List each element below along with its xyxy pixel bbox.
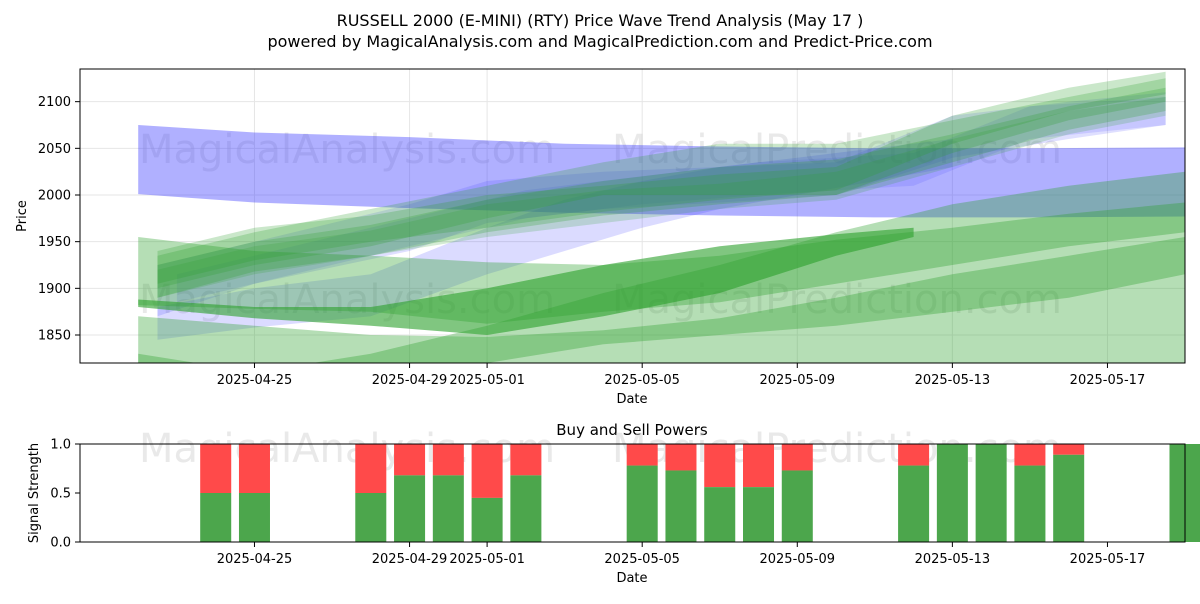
buy-bar [510, 475, 542, 542]
buy-bar [743, 487, 775, 542]
x-tick-label: 2025-05-01 [449, 373, 525, 388]
price-x-ticks: 2025-04-25 2025-04-29 2025-05-01 2025-05-05… [217, 363, 1146, 388]
x-tick-label: 2025-05-13 [915, 552, 991, 567]
wave-band [138, 227, 914, 335]
wave-band [176, 97, 1166, 303]
x-tick-label: 2025-05-05 [604, 373, 680, 388]
y-tick-label: 2000 [38, 189, 71, 204]
x-tick-label: 2025-05-17 [1070, 373, 1146, 388]
wave-band [157, 87, 1166, 298]
buy-bar [471, 497, 503, 542]
buy-bar [238, 493, 270, 542]
price-wave-bands [138, 71, 1185, 363]
x-tick-label: 2025-05-09 [759, 552, 835, 567]
sell-bar [432, 444, 464, 476]
buy-bar [432, 475, 464, 542]
x-tick-label: 2025-05-09 [759, 373, 835, 388]
x-tick-label: 2025-04-25 [217, 373, 293, 388]
buy-bar [626, 465, 658, 542]
price-plot-frame [79, 68, 1186, 364]
signal-y-ticks: 0.0 0.5 1.0 [50, 438, 80, 551]
y-tick-label: 2100 [38, 95, 71, 110]
wave-band [157, 97, 1166, 298]
wave-band [157, 92, 1166, 317]
y-tick-label: 1950 [38, 235, 71, 250]
buy-bar [898, 465, 930, 542]
price-x-axis-label: Date [616, 392, 647, 407]
buy-bar [1053, 454, 1085, 542]
sell-bar [394, 444, 426, 476]
buy-bar [781, 470, 813, 542]
x-tick-label: 2025-05-17 [1070, 552, 1146, 567]
sell-bar [200, 444, 232, 493]
price-y-ticks: 1850 1900 1950 2000 2050 2100 [38, 95, 80, 344]
chart-subtitle: powered by MagicalAnalysis.com and Magic… [267, 32, 932, 51]
watermark: MagicalPrediction.com [612, 127, 1062, 173]
signal-x-axis-label: Date [616, 571, 647, 586]
wave-band [157, 78, 1166, 289]
chart-title: RUSSELL 2000 (E-MINI) (RTY) Price Wave T… [337, 11, 864, 30]
x-tick-label: 2025-05-05 [604, 552, 680, 567]
x-tick-label: 2025-04-29 [372, 552, 448, 567]
sell-bar [898, 444, 930, 466]
sell-bar [510, 444, 542, 476]
sell-bar [471, 444, 503, 498]
wave-band [138, 125, 1185, 218]
y-tick-label: 0.0 [50, 536, 71, 551]
buy-bar [665, 470, 697, 542]
sell-bar [355, 444, 387, 493]
price-plot: MagicalAnalysis.com MagicalPrediction.co… [15, 68, 1186, 407]
buy-bar [200, 493, 232, 542]
signal-plot: Buy and Sell Powers MagicalAnalysis.com … [27, 421, 1200, 586]
buy-bar [1014, 465, 1046, 542]
x-tick-label: 2025-05-01 [449, 552, 525, 567]
buy-bar [355, 493, 387, 542]
buy-bar [936, 444, 968, 542]
sell-bar [704, 444, 736, 488]
wave-band [157, 71, 1166, 284]
sell-bar [781, 444, 813, 471]
buy-bar [975, 444, 1007, 542]
y-tick-label: 1.0 [50, 438, 71, 453]
y-tick-label: 1900 [38, 282, 71, 297]
signal-bars [200, 444, 1200, 542]
sell-bar [743, 444, 775, 488]
signal-x-ticks: 2025-04-25 2025-04-29 2025-05-01 2025-05-05… [217, 542, 1146, 567]
signal-chart-title: Buy and Sell Powers [556, 421, 708, 439]
x-tick-label: 2025-04-29 [372, 373, 448, 388]
y-tick-label: 2050 [38, 142, 71, 157]
sell-bar [626, 444, 658, 466]
x-tick-label: 2025-05-13 [915, 373, 991, 388]
watermark: MagicalAnalysis.com [139, 127, 555, 173]
y-tick-label: 0.5 [50, 487, 71, 502]
sell-bar [238, 444, 270, 493]
price-y-axis-label: Price [15, 200, 30, 232]
buy-bar [704, 487, 736, 542]
buy-bar [394, 475, 426, 542]
wave-band [138, 171, 1185, 363]
y-tick-label: 1850 [38, 329, 71, 344]
x-tick-label: 2025-04-25 [217, 552, 293, 567]
sell-bar [1014, 444, 1046, 466]
wave-band [138, 237, 1185, 363]
wave-band [157, 139, 953, 340]
sell-bar [665, 444, 697, 471]
sell-bar [1053, 444, 1085, 455]
signal-y-axis-label: Signal Strength [27, 443, 42, 543]
